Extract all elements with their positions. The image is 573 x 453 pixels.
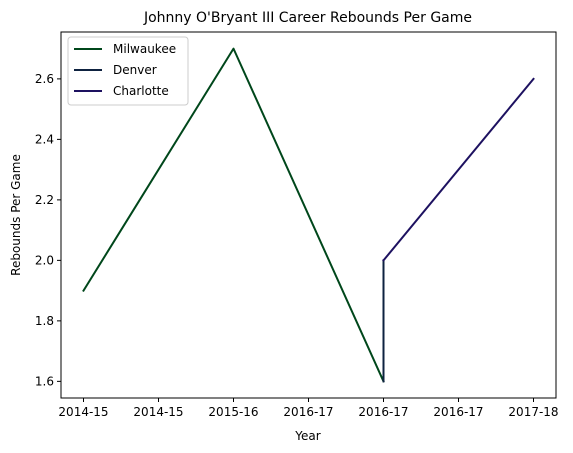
y-axis: 1.6 1.8 2.0 2.2 2.4 2.6: [35, 72, 61, 388]
chart-title: Johnny O'Bryant III Career Rebounds Per …: [143, 10, 472, 26]
x-axis-label: Year: [294, 429, 320, 443]
x-axis: 2014-15 2014-15 2015-16 2016-17 2016-17 2016-…: [58, 398, 559, 419]
y-tick-label: 2.2: [35, 193, 54, 207]
x-tick-label: 2014-15: [58, 405, 108, 419]
x-tick-label: 2015-16: [208, 405, 258, 419]
series-line-charlotte: [382, 77, 535, 262]
x-tick-label: 2014-15: [133, 405, 183, 419]
legend-label-milwaukee: Milwaukee: [113, 42, 176, 56]
x-tick-label: 2016-17: [433, 405, 483, 419]
legend-items: Milwaukee Denver Charlotte: [74, 42, 176, 98]
y-tick-label: 1.8: [35, 314, 54, 328]
legend: Milwaukee Denver Charlotte: [67, 36, 189, 106]
legend-box: [67, 36, 189, 106]
legend-label-denver: Denver: [113, 63, 157, 77]
x-tick-label: 2016-17: [358, 405, 408, 419]
series-layer: [82, 47, 535, 383]
x-tick-label: 2017-18: [508, 405, 558, 419]
y-tick-label: 2.6: [35, 72, 54, 86]
y-tick-label: 2.0: [35, 253, 54, 267]
legend-label-charlotte: Charlotte: [113, 84, 169, 98]
y-axis-label: Rebounds Per Game: [9, 154, 23, 276]
y-tick-label: 2.4: [35, 132, 54, 146]
x-tick-label: 2016-17: [283, 405, 333, 419]
series-line-milwaukee: [82, 47, 385, 383]
y-tick-label: 1.6: [35, 374, 54, 388]
